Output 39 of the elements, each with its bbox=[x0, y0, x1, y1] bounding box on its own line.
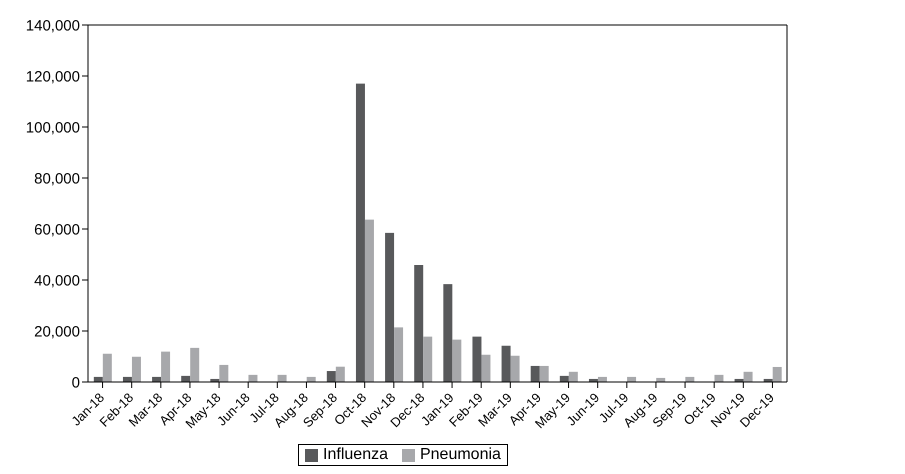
y-tick-label: 0 bbox=[72, 374, 80, 392]
bar bbox=[714, 374, 724, 382]
bar bbox=[326, 371, 336, 382]
bar bbox=[472, 336, 482, 382]
bar bbox=[414, 264, 424, 382]
bar bbox=[278, 374, 287, 382]
y-tick-label: 120,000 bbox=[26, 68, 80, 86]
y-tick-label: 60,000 bbox=[34, 221, 80, 238]
y-tick-label: 100,000 bbox=[26, 119, 80, 136]
y-tick-label: 40,000 bbox=[34, 272, 80, 290]
legend-label: Pneumonia bbox=[418, 446, 501, 464]
bar bbox=[443, 284, 452, 382]
y-tick-label: 140,000 bbox=[26, 17, 80, 34]
bar bbox=[181, 376, 190, 382]
bar bbox=[540, 366, 549, 382]
bar bbox=[248, 374, 258, 382]
bar bbox=[502, 346, 511, 382]
bar bbox=[385, 232, 394, 382]
bar bbox=[356, 84, 365, 382]
legend-label: Influenza bbox=[322, 446, 388, 464]
bar bbox=[219, 364, 228, 382]
bar bbox=[394, 327, 404, 382]
bar bbox=[530, 366, 540, 382]
bar bbox=[190, 348, 200, 382]
bar bbox=[510, 356, 520, 382]
bar bbox=[336, 366, 345, 382]
bar bbox=[364, 220, 374, 382]
bar bbox=[744, 372, 753, 382]
bar bbox=[132, 356, 141, 382]
bar bbox=[452, 340, 462, 382]
bar bbox=[102, 354, 112, 382]
bar bbox=[161, 352, 170, 382]
bar bbox=[481, 354, 490, 382]
bar bbox=[560, 376, 569, 382]
bar bbox=[423, 336, 432, 382]
bar bbox=[568, 372, 578, 382]
y-tick-label: 20,000 bbox=[34, 323, 80, 340]
y-tick-label: 80,000 bbox=[34, 170, 80, 188]
bar bbox=[772, 366, 782, 382]
